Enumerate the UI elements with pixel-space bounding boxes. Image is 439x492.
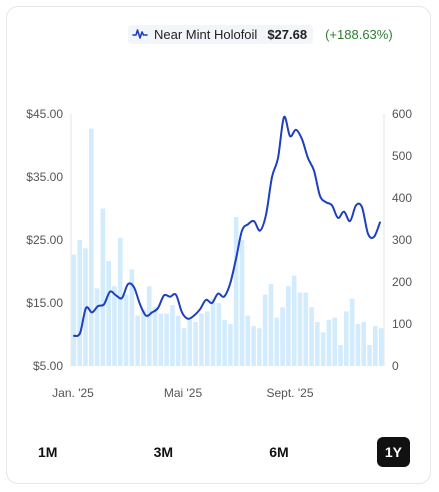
volume-bar <box>361 321 367 366</box>
range-1m-button[interactable]: 1M <box>30 437 65 467</box>
y-left-tick-label: $45.00 <box>26 107 63 121</box>
range-3m-button[interactable]: 3M <box>146 437 181 467</box>
y-right-tick-labels: 600 500 400 300 200 100 0 <box>392 107 412 373</box>
range-1y-button[interactable]: 1Y <box>376 437 410 467</box>
volume-bar <box>100 208 106 366</box>
volume-bar <box>245 315 251 366</box>
volume-bar <box>164 313 169 366</box>
y-left-tick-label: $35.00 <box>26 170 63 184</box>
volume-bar <box>170 305 175 366</box>
volume-bar <box>378 328 384 366</box>
chart-card <box>6 6 431 484</box>
volume-bar <box>228 324 233 366</box>
volume-bar <box>262 294 268 366</box>
volume-bar <box>204 311 210 366</box>
volume-bar <box>222 319 227 366</box>
volume-bar <box>297 292 303 366</box>
range-selector: 1M 3M 6M 1Y <box>30 435 410 469</box>
price-chart: $45.00 $35.00 $25.00 $15.00 $5.00 600 500 400 3… <box>26 107 412 400</box>
volume-bar <box>77 240 83 366</box>
y-right-tick-label: 0 <box>392 359 399 373</box>
y-left-tick-label: $5.00 <box>33 359 63 373</box>
volume-bar <box>106 261 111 366</box>
volume-bar <box>158 313 164 366</box>
volume-bar <box>123 294 129 366</box>
volume-bar <box>280 307 285 366</box>
volume-bar <box>187 319 193 366</box>
y-right-tick-label: 400 <box>392 191 412 205</box>
range-6m-button[interactable]: 6M <box>261 437 296 467</box>
x-tick-label: Sept. '25 <box>267 386 314 400</box>
volume-bar <box>88 128 94 366</box>
legend-price: $27.68 <box>267 26 308 42</box>
volume-bars <box>71 128 384 366</box>
volume-bar <box>286 286 291 366</box>
y-right-tick-label: 200 <box>392 275 412 289</box>
price-line <box>73 115 381 338</box>
volume-bar <box>94 288 100 366</box>
volume-bar <box>71 254 77 366</box>
y-left-tick-label: $25.00 <box>26 233 63 247</box>
volume-bar <box>210 298 216 366</box>
volume-bar <box>152 307 158 366</box>
volume-bar <box>129 269 135 366</box>
volume-bar <box>199 313 204 366</box>
legend-chip[interactable]: Near Mint Holofoil $27.68 <box>128 24 314 44</box>
volume-bar <box>141 309 146 366</box>
volume-bar <box>349 298 355 366</box>
volume-bar <box>274 317 280 366</box>
chart-legend: Near Mint Holofoil $27.68 (+188.63%) <box>128 24 393 44</box>
legend-series-name: Near Mint Holofoil <box>154 26 258 42</box>
x-tick-label: Jan. '25 <box>52 386 94 400</box>
volume-bar <box>117 237 123 366</box>
volume-bar <box>355 324 361 366</box>
volume-bar <box>146 286 152 366</box>
legend-change: (+188.63%) <box>325 26 393 42</box>
volume-bar <box>181 328 187 366</box>
volume-bar <box>309 307 314 366</box>
volume-bar <box>367 345 372 366</box>
volume-bar <box>216 303 222 366</box>
y-right-tick-label: 100 <box>392 317 412 331</box>
volume-bar <box>303 292 309 366</box>
volume-bar <box>332 317 338 366</box>
pulse-line-icon <box>132 29 148 39</box>
y-left-tick-labels: $45.00 $35.00 $25.00 $15.00 $5.00 <box>26 107 63 373</box>
volume-bar <box>320 332 326 366</box>
volume-bar <box>326 319 332 366</box>
y-right-tick-label: 300 <box>392 233 412 247</box>
x-tick-labels: Jan. '25 Mai '25 Sept. '25 <box>52 386 314 400</box>
volume-bar <box>239 240 245 366</box>
volume-bar <box>344 311 349 366</box>
volume-bar <box>338 345 343 366</box>
x-tick-label: Mai '25 <box>164 386 203 400</box>
volume-bar <box>291 275 297 366</box>
y-left-tick-label: $15.00 <box>26 296 63 310</box>
volume-bar <box>135 315 140 366</box>
volume-bar <box>257 328 262 366</box>
volume-bar <box>251 326 256 366</box>
volume-bar <box>112 286 117 366</box>
volume-bar <box>268 284 274 366</box>
y-right-tick-label: 500 <box>392 149 412 163</box>
volume-bar <box>175 315 181 366</box>
volume-bar <box>193 321 198 366</box>
volume-bar <box>372 326 378 366</box>
y-right-tick-label: 600 <box>392 107 412 121</box>
volume-bar <box>315 321 320 366</box>
volume-bar <box>233 216 239 366</box>
